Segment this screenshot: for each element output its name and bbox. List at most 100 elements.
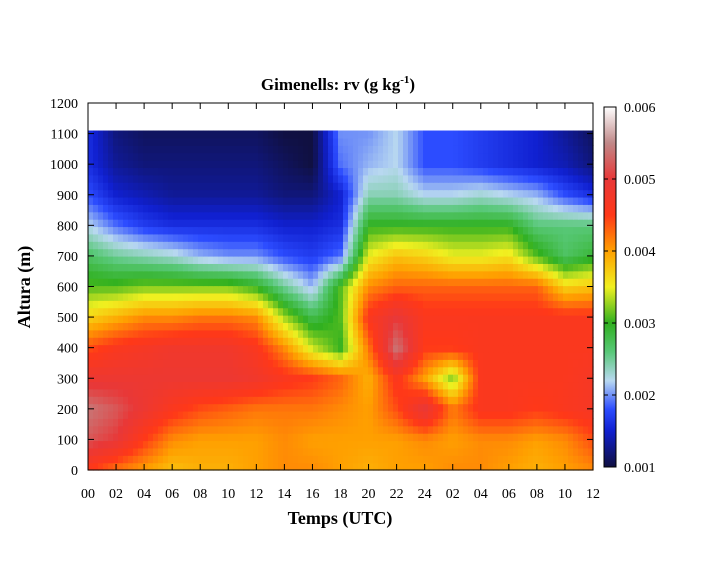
heatmap-cell	[583, 351, 589, 360]
heatmap-cell	[218, 248, 224, 257]
heatmap-cell	[498, 307, 504, 316]
heatmap-cell	[93, 433, 99, 442]
heatmap-cell	[533, 226, 539, 235]
heatmap-cell	[518, 182, 524, 191]
heatmap-cell	[323, 137, 329, 146]
heatmap-cell	[443, 337, 449, 346]
heatmap-cell	[318, 270, 324, 279]
heatmap-cell	[203, 196, 209, 205]
heatmap-cell	[583, 189, 589, 198]
heatmap-cell	[273, 396, 279, 405]
heatmap-cell	[408, 403, 414, 412]
heatmap-cell	[438, 455, 444, 464]
heatmap-cell	[533, 433, 539, 442]
heatmap-cell	[268, 351, 274, 360]
heatmap-cell	[548, 418, 554, 427]
heatmap-cell	[573, 130, 579, 139]
heatmap-cell	[93, 174, 99, 183]
heatmap-cell	[183, 219, 189, 228]
heatmap-cell	[428, 241, 434, 250]
x-tick-label: 06	[502, 487, 516, 502]
heatmap-cell	[378, 410, 384, 419]
heatmap-cell	[508, 337, 514, 346]
heatmap-cell	[543, 285, 549, 294]
heatmap-cell	[168, 410, 174, 419]
heatmap-cell	[483, 433, 489, 442]
heatmap-cell	[248, 351, 254, 360]
heatmap-cell	[148, 366, 154, 375]
heatmap-cell	[158, 381, 164, 390]
heatmap-cell	[123, 396, 129, 405]
heatmap-cell	[288, 137, 294, 146]
heatmap-cell	[243, 196, 249, 205]
heatmap-cell	[543, 263, 549, 272]
heatmap-cell	[208, 189, 214, 198]
heatmap-cell	[128, 388, 134, 397]
heatmap-cell	[448, 462, 454, 471]
heatmap-cell	[188, 285, 194, 294]
heatmap-cell	[278, 374, 284, 383]
heatmap-cell	[428, 160, 434, 169]
heatmap-cell	[263, 226, 269, 235]
heatmap-cell	[288, 455, 294, 464]
heatmap-cell	[243, 189, 249, 198]
heatmap-cell	[588, 440, 594, 449]
heatmap-cell	[373, 455, 379, 464]
heatmap-cell	[133, 174, 139, 183]
heatmap-cell	[148, 285, 154, 294]
heatmap-cell	[393, 219, 399, 228]
heatmap-cell	[498, 418, 504, 427]
heatmap-cell	[483, 418, 489, 427]
heatmap-cell	[208, 233, 214, 242]
heatmap-cell	[268, 160, 274, 169]
heatmap-cell	[493, 226, 499, 235]
heatmap-cell	[183, 211, 189, 220]
heatmap-cell	[363, 322, 369, 331]
heatmap-cell	[393, 455, 399, 464]
heatmap-cell	[268, 381, 274, 390]
heatmap-cell	[118, 196, 124, 205]
heatmap-cell	[238, 322, 244, 331]
heatmap-cell	[453, 145, 459, 154]
heatmap-cell	[488, 366, 494, 375]
heatmap-cell	[588, 396, 594, 405]
heatmap-cell	[158, 359, 164, 368]
heatmap-cell	[258, 440, 264, 449]
heatmap-cell	[123, 292, 129, 301]
heatmap-cell	[528, 137, 534, 146]
heatmap-cell	[293, 219, 299, 228]
heatmap-cell	[268, 433, 274, 442]
heatmap-cell	[518, 278, 524, 287]
heatmap-cell	[578, 359, 584, 368]
heatmap-cell	[493, 255, 499, 264]
heatmap-cell	[258, 196, 264, 205]
heatmap-cell	[478, 300, 484, 309]
heatmap-cell	[513, 160, 519, 169]
heatmap-cell	[353, 211, 359, 220]
heatmap-cell	[373, 425, 379, 434]
heatmap-cell	[198, 248, 204, 257]
heatmap-cell	[563, 182, 569, 191]
heatmap-cell	[88, 130, 94, 139]
heatmap-cell	[148, 226, 154, 235]
heatmap-cell	[538, 152, 544, 161]
heatmap-cell	[233, 388, 239, 397]
heatmap-cell	[463, 359, 469, 368]
heatmap-cell	[458, 337, 464, 346]
heatmap-cell	[353, 241, 359, 250]
heatmap-cell	[548, 137, 554, 146]
heatmap-cell	[123, 233, 129, 242]
heatmap-cell	[228, 351, 234, 360]
heatmap-cell	[243, 351, 249, 360]
heatmap-cell	[143, 366, 149, 375]
heatmap-cell	[358, 396, 364, 405]
heatmap-cell	[273, 263, 279, 272]
heatmap-cell	[393, 137, 399, 146]
heatmap-cell	[418, 248, 424, 257]
heatmap-cell	[278, 388, 284, 397]
heatmap-cell	[193, 396, 199, 405]
heatmap-cell	[448, 167, 454, 176]
heatmap-cell	[208, 410, 214, 419]
heatmap-cell	[448, 226, 454, 235]
heatmap-cell	[533, 130, 539, 139]
